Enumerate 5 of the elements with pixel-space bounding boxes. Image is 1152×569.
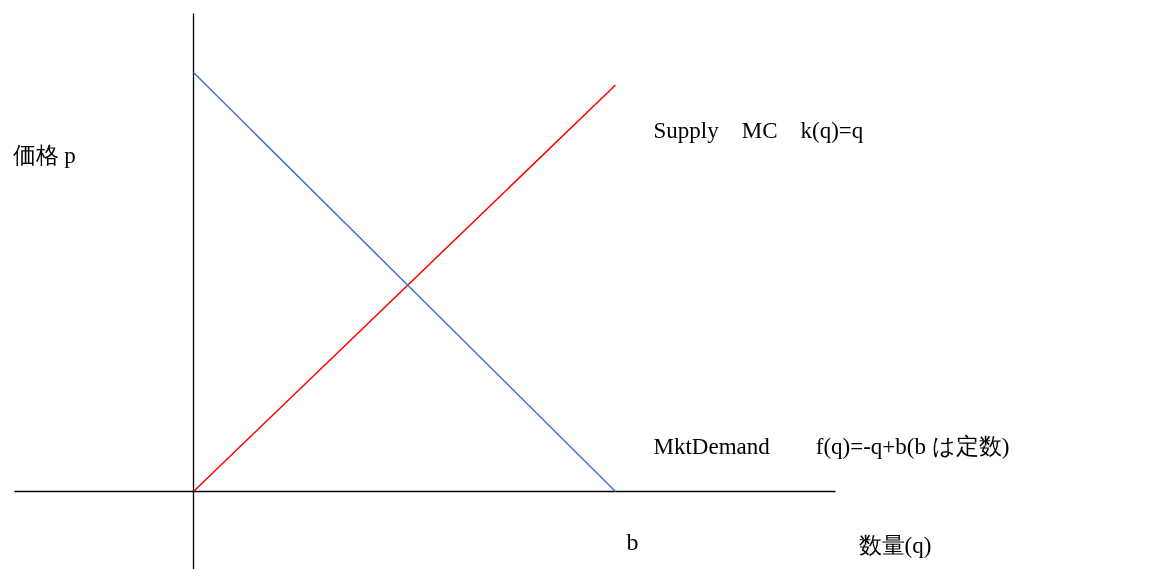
text: b [626, 528, 639, 555]
text: MktDemand f(q)=-q+b(b は定数) [653, 434, 1010, 459]
text: Supply MC k(q)=q [653, 117, 864, 143]
y-axis-title: 価格 p [12, 143, 76, 168]
x-axis-title: 数量(q) [858, 533, 932, 558]
